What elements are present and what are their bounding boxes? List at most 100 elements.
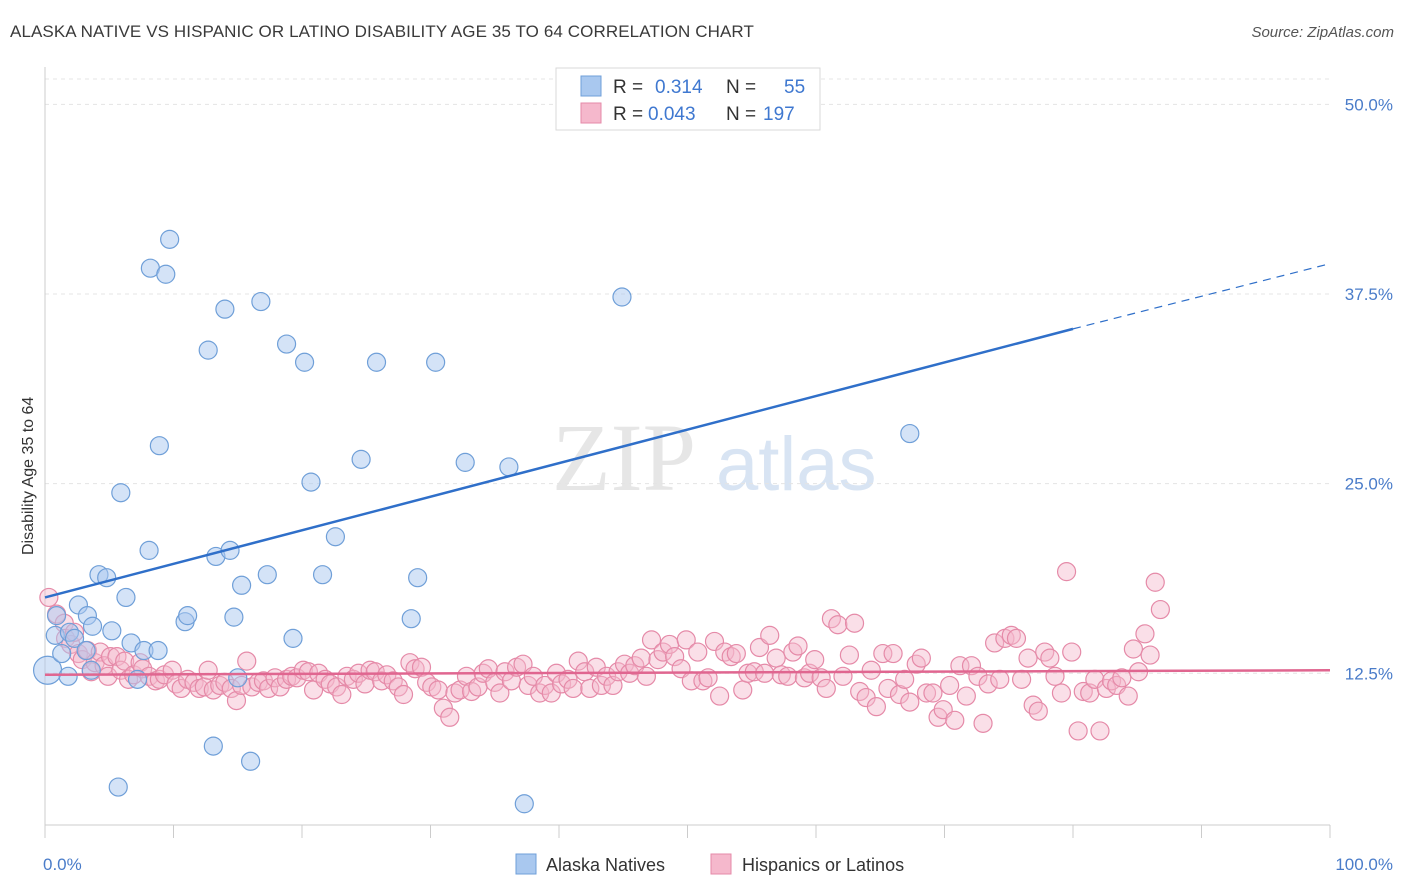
hispanic-point: [383, 671, 403, 691]
hispanic-point: [1068, 721, 1088, 741]
hispanic-point: [873, 643, 893, 664]
alaska-point: [64, 628, 85, 648]
alaska-point: [58, 666, 78, 686]
hispanic-point: [445, 683, 465, 703]
hispanic-point: [940, 675, 960, 696]
hispanic-point: [400, 653, 420, 673]
legend-n-value-1: 55: [784, 77, 805, 98]
hispanic-point: [372, 671, 392, 691]
hispanic-point: [844, 613, 865, 633]
alaska-point: [139, 540, 159, 560]
hispanic-point: [956, 686, 976, 706]
hispanic-point: [1073, 681, 1093, 702]
hispanic-point: [115, 651, 135, 671]
alaska-point: [251, 291, 271, 312]
alaska-point: [900, 423, 920, 444]
hispanic-point: [1062, 642, 1082, 662]
alaska-trend-line: [44, 327, 1074, 599]
hispanic-point: [1135, 624, 1155, 644]
hispanic-point: [945, 710, 965, 730]
hispanic-point: [1035, 642, 1055, 662]
hispanic-point: [866, 697, 886, 717]
hispanic-point: [1150, 599, 1170, 620]
watermark-atlas: atlas: [716, 422, 877, 507]
hispanic-point: [1001, 625, 1021, 645]
alaska-point: [102, 621, 122, 641]
bottom-legend-swatch-blue: [515, 853, 537, 875]
alaska-point: [612, 287, 632, 307]
hispanic-point: [1028, 701, 1048, 721]
alaska-point: [148, 640, 168, 661]
hispanic-point: [1118, 686, 1138, 706]
alaska-point: [178, 606, 198, 626]
hispanic-point: [1040, 648, 1060, 668]
legend-swatch-blue: [580, 75, 602, 97]
hispanic-point: [990, 669, 1010, 689]
hispanic-point: [771, 665, 791, 685]
hispanic-point: [558, 669, 578, 689]
hispanic-point: [961, 656, 982, 676]
y-tick-label: 25.0%: [1345, 475, 1393, 494]
hispanic-point: [518, 675, 538, 696]
hispanic-point: [916, 683, 937, 703]
hispanic-point: [563, 678, 583, 699]
alaska-point: [408, 568, 428, 588]
hispanic-point: [631, 648, 651, 668]
hispanic-point: [889, 684, 910, 705]
alaska-point: [46, 606, 67, 626]
chart-title: ALASKA NATIVE VS HISPANIC OR LATINO DISA…: [10, 22, 754, 41]
hispanic-point: [911, 648, 931, 668]
trend-lines: [44, 263, 1331, 677]
alaska-point: [325, 527, 346, 547]
alaska-point: [215, 299, 235, 319]
hispanic-point: [568, 651, 588, 671]
legend-n-label-2: N =: [726, 104, 756, 125]
hispanic-point: [210, 675, 230, 696]
legend: R = 0.314 N = 55 R = 0.043 N = 197: [555, 67, 821, 131]
alaska-point: [111, 483, 131, 503]
alaska-point: [257, 565, 277, 585]
hispanic-point: [1140, 645, 1160, 665]
hispanic-point: [816, 678, 836, 699]
hispanic-point: [973, 713, 993, 733]
y-tick-label: 50.0%: [1345, 95, 1393, 114]
alaska-point: [401, 609, 421, 629]
axes: [44, 67, 1331, 838]
legend-r-value-1: 0.314: [655, 77, 703, 98]
hispanic-point: [878, 678, 898, 699]
y-tick-label: 12.5%: [1345, 664, 1393, 683]
bottom-legend-label-2: Hispanics or Latinos: [742, 855, 904, 875]
hispanic-point: [1090, 721, 1110, 741]
hispanic-point: [411, 657, 432, 677]
hispanic-point: [688, 642, 708, 662]
hispanic-point: [332, 684, 352, 705]
hispanic-point: [726, 643, 746, 664]
alaska-point: [455, 452, 475, 472]
alaska-point: [160, 229, 180, 249]
alaska-point: [241, 751, 261, 771]
alaska-point: [198, 340, 218, 360]
hispanic-point: [636, 666, 656, 686]
alaska-point: [276, 334, 297, 354]
hispanic-point: [535, 675, 555, 696]
hispanic-point: [833, 666, 853, 686]
alaska-point: [127, 669, 148, 689]
source-label: Source: ZipAtlas.com: [1251, 24, 1394, 41]
hispanic-point: [828, 615, 848, 635]
hispanic-point: [811, 668, 831, 688]
bottom-legend-swatch-pink: [710, 853, 732, 875]
bottom-legend: Alaska Natives Hispanics or Latinos: [515, 853, 904, 875]
alaska-point: [156, 264, 176, 284]
hispanic-point: [985, 633, 1005, 653]
hispanic-point: [1056, 562, 1077, 582]
hispanic-point: [653, 642, 673, 662]
hispanic-points: [39, 562, 1170, 741]
legend-n-value-2: 197: [763, 104, 795, 125]
bottom-legend-label-1: Alaska Natives: [546, 855, 665, 875]
y-tick-label: 37.5%: [1345, 285, 1393, 304]
watermark-zip: ZIP: [552, 404, 696, 511]
hispanic-point: [923, 683, 943, 703]
legend-r-value-2: 0.043: [648, 104, 696, 125]
alaska-point: [301, 472, 321, 492]
